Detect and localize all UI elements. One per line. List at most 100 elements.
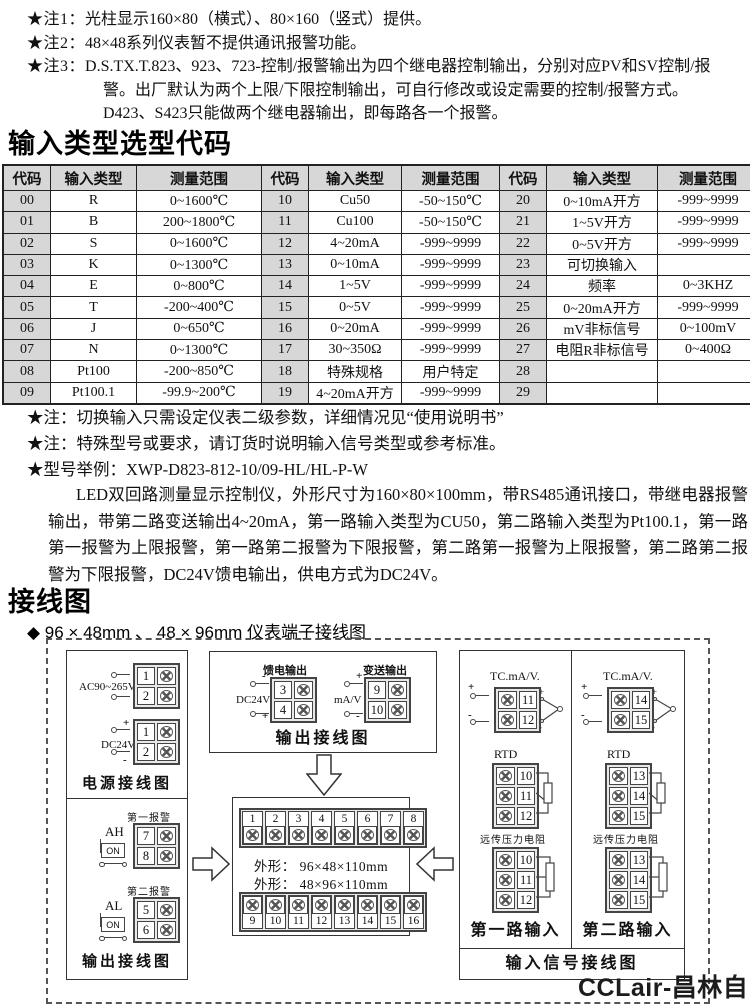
table-row: 09 Pt100.1 -99.9~200℃ 19 4~20mA开方 -999~9999 29	[2, 381, 750, 405]
terminal-row: 15	[609, 807, 648, 825]
table-cell	[546, 381, 658, 405]
wire-icon	[470, 718, 489, 725]
dc-supply-label: DC24V	[101, 739, 136, 751]
note-2: ★注2：48×48系列仪表暂不提供通讯报警功能。	[27, 32, 739, 56]
table-cell: -200~400℃	[136, 296, 262, 319]
terminal-strip-top: 1 2 3 4 5 6 7 8	[239, 808, 427, 848]
terminal-cell: 2	[265, 811, 286, 845]
terminal-number: 1	[249, 813, 256, 825]
terminal-number: 16	[407, 915, 420, 927]
table-cell: K	[50, 253, 137, 277]
terminal-block-rtd2: 13 14 15	[605, 763, 652, 829]
table-cell: 0~800℃	[136, 275, 262, 298]
table-cell: 21	[499, 211, 547, 234]
alarm1-on-box: ON	[101, 843, 125, 858]
contact-icon	[99, 861, 127, 867]
contact-icon	[99, 935, 127, 941]
screw-icon	[381, 896, 400, 914]
table-cell: 4~20mA开方	[308, 381, 402, 405]
transmit-sub-label: mA/V	[334, 694, 362, 706]
screw-icon	[611, 711, 630, 729]
input-signal-box: TC.mA/V. + - 11 12 + - RTD 10 11 12 远传压力电阻 …	[459, 650, 685, 980]
screw-icon	[609, 871, 628, 889]
terminal-number: 5	[341, 813, 348, 825]
table-note: ★型号举例：XWP-D823-812-10/09-HL/HL-P-W	[27, 460, 368, 479]
screw-icon	[289, 896, 308, 914]
table-cell: 29	[499, 381, 547, 405]
terminal-number: 10	[269, 915, 282, 927]
table-cell: 0~5V	[308, 296, 402, 319]
wire-icon	[250, 680, 269, 687]
table-row: 02 S 0~1600℃ 12 4~20mA -999~9999 22 0~5V开方 -999~…	[2, 232, 750, 255]
table-cell: 用户特定	[401, 360, 500, 383]
table-cell: mV非标信号	[546, 317, 658, 341]
terminal-row: 8	[137, 847, 176, 865]
channel-divider	[571, 651, 572, 948]
screw-icon	[157, 723, 176, 741]
terminal-number: 9	[368, 681, 386, 699]
table-cell: -200~850℃	[136, 360, 262, 383]
table-cell: 电阻R非标信号	[546, 339, 658, 362]
terminal-row: 12	[496, 891, 535, 909]
table-cell: 0~5V开方	[546, 232, 658, 255]
pressure-resistor-icon	[536, 856, 555, 898]
terminal-number: 2	[272, 813, 279, 825]
terminal-number: 14	[361, 915, 374, 927]
table-cell	[657, 360, 750, 383]
table-row: 00 R 0~1600℃ 10 Cu50 -50~150℃ 20 0~10mA开方 -999~9…	[2, 189, 750, 213]
table-cell: E	[50, 275, 137, 298]
terminal-cell: 12	[311, 895, 332, 929]
table-header-cell: 测量范围	[136, 164, 262, 191]
screw-icon	[157, 921, 176, 939]
dimension-line-1: 外形： 96×48×110mm	[253, 859, 389, 874]
table-note: ★注：切换输入只需设定仪表二级参数，详细情况见“使用说明书”	[27, 408, 504, 427]
table-cell: Pt100.1	[50, 381, 137, 405]
screw-icon	[294, 701, 313, 719]
terminal-strip-bottom: 9 10 11 12 13 14 15 16	[239, 892, 427, 932]
terminal-row: 6	[137, 921, 176, 939]
left-block-arrow-icon	[416, 846, 454, 882]
table-cell: 0~1600℃	[136, 189, 262, 213]
table-cell: S	[50, 232, 137, 255]
table-cell: -999~9999	[657, 232, 750, 255]
screw-icon	[496, 851, 515, 869]
screw-icon	[496, 871, 515, 889]
terminal-cell: 5	[334, 811, 355, 845]
wire-icon	[583, 692, 602, 699]
terminal-row: 9	[368, 681, 407, 699]
wire-icon	[250, 710, 269, 717]
terminal-cell: 11	[288, 895, 309, 929]
selection-section-title: 输入类型选型代码	[8, 129, 232, 159]
table-cell: 19	[261, 381, 309, 405]
table-cell: 08	[2, 360, 51, 383]
terminal-number: 15	[630, 891, 648, 909]
power-box-label: 电源接线图	[81, 776, 172, 792]
table-cell: 16	[261, 317, 309, 341]
table-cell: 0~20mA	[308, 317, 402, 341]
table-cell: 1~5V	[308, 275, 402, 298]
screw-icon	[496, 807, 515, 825]
terminal-number: 14	[632, 691, 650, 709]
table-cell: -999~9999	[401, 275, 500, 298]
transmit-output-label: 变送输出	[363, 665, 407, 677]
table-cell: 09	[2, 381, 51, 405]
table-cell: 0~1300℃	[136, 253, 262, 277]
table-cell: 12	[261, 232, 309, 255]
table-header-cell: 输入类型	[308, 164, 402, 191]
terminal-row: 11	[496, 787, 535, 805]
screw-icon	[157, 687, 176, 705]
selection-table-body: 00 R 0~1600℃ 10 Cu50 -50~150℃ 20 0~10mA开方 -999~9…	[2, 189, 750, 405]
terminal-number: 14	[630, 787, 648, 805]
table-cell: 可切换输入	[546, 253, 658, 277]
terminal-row: 14	[611, 691, 650, 709]
table-cell: N	[50, 339, 137, 362]
table-cell: 02	[2, 232, 51, 255]
terminal-number: 10	[517, 767, 535, 785]
terminal-row: 1	[137, 667, 176, 685]
table-note: ★注：特殊型号或要求，请订货时说明输入信号类型或参考标准。	[27, 434, 506, 453]
wiring-section-title: 接线图	[8, 587, 92, 617]
terminal-row: 13	[609, 851, 648, 869]
tc-label: TC.mA/V.	[490, 669, 540, 683]
